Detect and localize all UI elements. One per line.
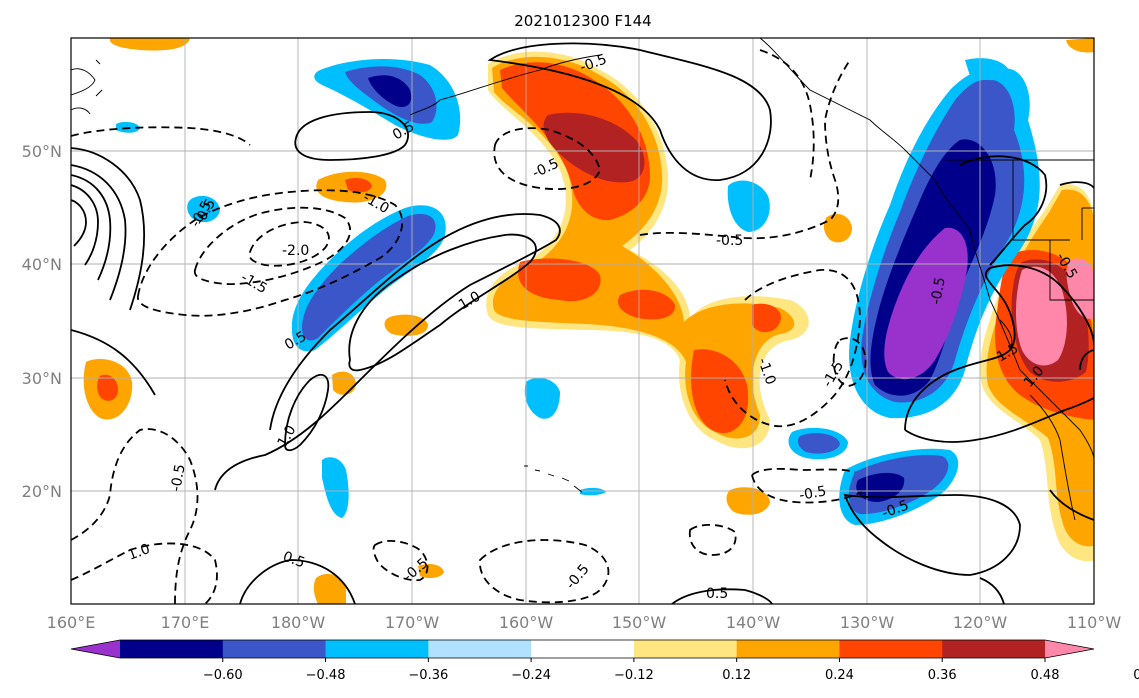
latitude-labels: 50°N 40°N 30°N 20°N	[22, 142, 62, 501]
lon-label: 160°W	[499, 613, 554, 632]
colorbar-segment	[531, 640, 635, 658]
lon-label: 170°W	[385, 613, 440, 632]
positive-anomaly-region	[384, 314, 428, 336]
positive-anomaly-region	[1016, 266, 1067, 366]
colorbar-extend-max	[1045, 640, 1094, 658]
negative-anomaly-region	[580, 487, 606, 496]
colorbar-tick-label: 0.60	[1133, 668, 1139, 683]
lat-label: 30°N	[22, 369, 62, 388]
lon-label: 120°W	[953, 613, 1008, 632]
contour-label: 0.5	[281, 549, 307, 572]
negative-anomaly-region	[368, 75, 412, 108]
positive-anomaly-region	[543, 112, 645, 183]
colorbar-tick-label: −0.48	[306, 668, 346, 683]
negative-anomaly-region	[727, 180, 770, 232]
positive-anomaly-region	[752, 303, 781, 333]
positive-anomaly-region	[726, 487, 770, 515]
contour-label: -0.5	[716, 233, 743, 249]
map-frame	[70, 37, 1095, 605]
longitude-labels: 160°E 170°E 180°W 170°W 160°W 150°W 140°…	[47, 613, 1122, 632]
negative-anomaly-region	[524, 377, 560, 419]
colorbar-segment	[633, 640, 738, 658]
lon-label: 170°E	[161, 613, 210, 632]
contour-label: -2.0	[282, 243, 309, 259]
colorbar-tick-label: 0.36	[928, 668, 957, 683]
lon-label: 130°W	[840, 613, 895, 632]
colorbar-segment	[325, 640, 429, 658]
lat-label: 20°N	[22, 482, 62, 501]
colorbar-segment	[120, 640, 224, 658]
colorbar-tick-label: −0.60	[203, 668, 243, 683]
positive-anomaly-region	[823, 213, 852, 243]
colorbar-ticks: −0.60 −0.48 −0.36 −0.24 −0.12 0.12 0.24 0.36 0.4…	[203, 658, 1139, 683]
colorbar-segment	[839, 640, 943, 658]
negative-anomaly-region	[322, 457, 349, 518]
positive-anomaly-region	[618, 289, 676, 320]
contour-label: -0.5	[928, 276, 949, 306]
positive-anomaly-region	[518, 258, 601, 302]
colorbar-tick-label: −0.24	[511, 668, 551, 683]
positive-anomaly-region	[345, 178, 372, 193]
lon-label: 160°E	[47, 613, 96, 632]
map-gridlines	[71, 38, 1094, 604]
negative-anomaly-region	[965, 58, 1010, 81]
lon-label: 140°W	[726, 613, 781, 632]
map-panel: -0.5 -0.5 0.5 -1.0 -2.0 -1.5 0.5 1.0 -0.…	[70, 37, 1095, 605]
contour-label: 1.0	[126, 541, 152, 564]
negative-anomaly-region	[856, 472, 905, 502]
figure-title: 2021012300 F144	[514, 12, 651, 30]
colorbar-segment	[428, 640, 532, 658]
lat-label: 40°N	[22, 255, 62, 274]
colorbar-tick-label: −0.36	[408, 668, 448, 683]
contour-lines	[71, 42, 1094, 604]
colorbar-segments	[71, 640, 1094, 658]
colorbar-segment	[222, 640, 327, 658]
lat-label: 50°N	[22, 142, 62, 161]
positive-anomaly-region	[418, 564, 444, 579]
lon-label: 150°W	[612, 613, 667, 632]
negative-anomaly-region	[187, 195, 220, 223]
colorbar-extend-min	[71, 640, 120, 658]
positive-anomaly-region	[97, 374, 118, 401]
colorbar-tick-label: 0.24	[825, 668, 854, 683]
negative-anomaly-region	[798, 433, 840, 454]
colorbar-tick-label: −0.12	[614, 668, 654, 683]
colorbar: −0.60 −0.48 −0.36 −0.24 −0.12 0.12 0.24 0.36 0.4…	[70, 639, 1139, 683]
negative-anomaly-region	[884, 227, 968, 380]
positive-anomaly-region	[1066, 258, 1094, 319]
colorbar-segment	[942, 640, 1046, 658]
positive-anomaly-region	[313, 574, 346, 604]
positive-anomaly-region	[109, 38, 190, 51]
lon-label: 180°W	[271, 613, 326, 632]
colorbar-tick-label: 0.12	[722, 668, 751, 683]
colorbar-tick-label: 0.48	[1031, 668, 1060, 683]
colorbar-outline	[70, 639, 1095, 659]
colorbar-segment	[736, 640, 840, 658]
contour-label: -0.5	[168, 463, 189, 493]
contour-label: 0.5	[706, 586, 728, 602]
positive-anomaly-region	[691, 349, 749, 434]
lon-label: 110°W	[1067, 613, 1122, 632]
contour-label: -0.5	[798, 483, 828, 504]
negative-anomaly-region	[302, 214, 436, 341]
positive-anomaly-region	[1066, 38, 1094, 53]
